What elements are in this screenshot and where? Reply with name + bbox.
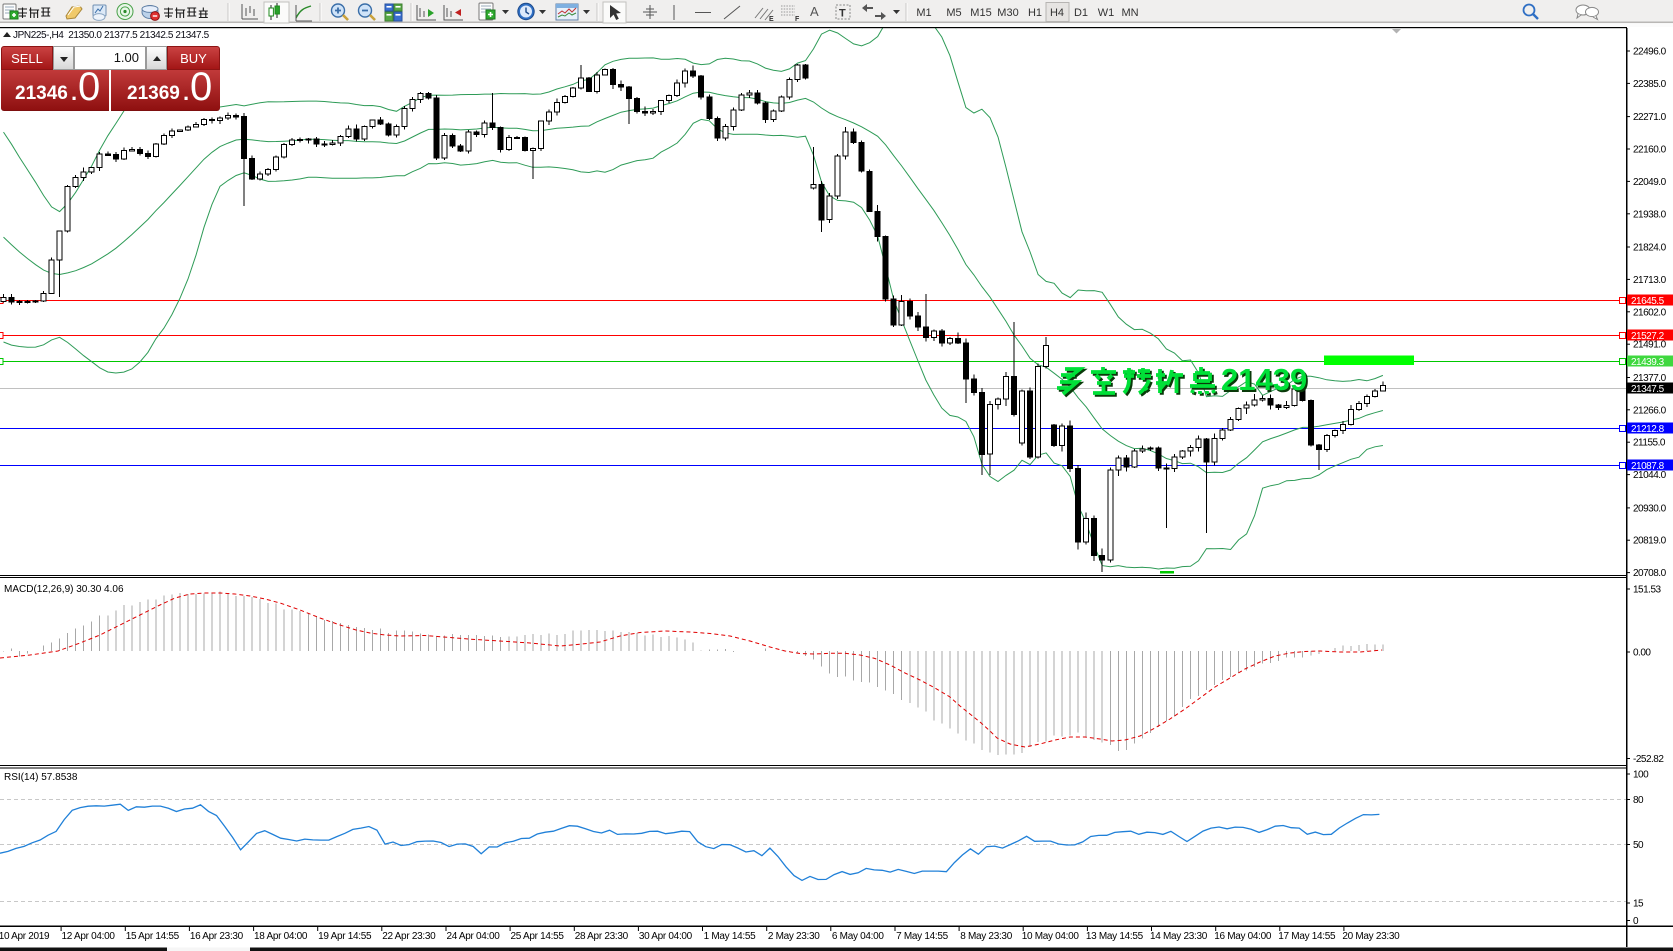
svg-text:21602.0: 21602.0 (1633, 307, 1667, 318)
svg-text:22160.0: 22160.0 (1633, 145, 1667, 156)
svg-text:20930.0: 20930.0 (1633, 503, 1667, 514)
svg-text:21645.5: 21645.5 (1631, 296, 1665, 307)
svg-text:M15: M15 (970, 7, 991, 19)
svg-text:21266.0: 21266.0 (1633, 405, 1667, 416)
svg-text:M30: M30 (997, 7, 1018, 19)
svg-text:T: T (839, 8, 846, 20)
svg-text:21439: 21439 (1221, 362, 1307, 397)
svg-text:M1: M1 (916, 7, 931, 19)
svg-text:24 Apr 04:00: 24 Apr 04:00 (446, 931, 500, 942)
svg-text:21439: 21439 (1223, 364, 1309, 399)
svg-text:21155.0: 21155.0 (1633, 438, 1666, 449)
svg-text:2 May 23:30: 2 May 23:30 (768, 931, 820, 942)
svg-text:-252.82: -252.82 (1633, 754, 1664, 765)
svg-text:28 Apr 23:30: 28 Apr 23:30 (575, 931, 629, 942)
svg-text:22271.0: 22271.0 (1633, 112, 1667, 123)
svg-text:21087.8: 21087.8 (1631, 461, 1665, 472)
svg-text:1 May 14:55: 1 May 14:55 (704, 931, 756, 942)
svg-text:MN: MN (1121, 7, 1138, 19)
svg-text:151.53: 151.53 (1633, 585, 1662, 596)
svg-text:E: E (769, 16, 774, 23)
svg-text:13 May 14:55: 13 May 14:55 (1086, 931, 1144, 942)
svg-text:MACD(12,26,9) 30.30 4.06: MACD(12,26,9) 30.30 4.06 (4, 584, 124, 595)
svg-text:21044.0: 21044.0 (1633, 470, 1667, 481)
svg-text:W1: W1 (1098, 7, 1115, 19)
svg-text:20708.0: 20708.0 (1633, 568, 1667, 579)
svg-text:20 May 23:30: 20 May 23:30 (1342, 931, 1400, 942)
svg-text:21377.0: 21377.0 (1633, 373, 1667, 384)
svg-text:7 May 14:55: 7 May 14:55 (896, 931, 948, 942)
svg-text:15: 15 (1633, 899, 1644, 910)
svg-text:10 May 04:00: 10 May 04:00 (1022, 931, 1080, 942)
svg-text:RSI(14) 57.8538: RSI(14) 57.8538 (4, 772, 78, 783)
svg-text:D1: D1 (1074, 7, 1088, 19)
svg-text:M5: M5 (946, 7, 961, 19)
svg-text:15 Apr 14:55: 15 Apr 14:55 (126, 931, 180, 942)
svg-text:20819.0: 20819.0 (1633, 536, 1667, 547)
svg-text:10 Apr 2019: 10 Apr 2019 (0, 931, 50, 942)
svg-text:21439.3: 21439.3 (1631, 357, 1665, 368)
svg-text:22 Apr 23:30: 22 Apr 23:30 (382, 931, 436, 942)
svg-text:12 Apr 04:00: 12 Apr 04:00 (62, 931, 116, 942)
svg-text:0: 0 (1633, 916, 1639, 927)
svg-text:22496.0: 22496.0 (1633, 47, 1667, 58)
svg-text:18 Apr 04:00: 18 Apr 04:00 (254, 931, 308, 942)
svg-text:F: F (795, 16, 800, 23)
svg-text:6 May 04:00: 6 May 04:00 (832, 931, 884, 942)
svg-text:16 May 04:00: 16 May 04:00 (1214, 931, 1272, 942)
svg-text:21212.8: 21212.8 (1631, 424, 1665, 435)
svg-text:17 May 14:55: 17 May 14:55 (1278, 931, 1336, 942)
svg-text:21938.0: 21938.0 (1633, 209, 1667, 220)
svg-text:21491.0: 21491.0 (1633, 340, 1667, 351)
svg-text:80: 80 (1633, 795, 1644, 806)
svg-text:A: A (810, 4, 819, 19)
svg-text:100: 100 (1633, 770, 1649, 781)
svg-text:H1: H1 (1028, 7, 1042, 19)
svg-text:21713.0: 21713.0 (1633, 275, 1667, 286)
svg-text:8 May 23:30: 8 May 23:30 (960, 931, 1012, 942)
svg-text:H4: H4 (1050, 7, 1064, 19)
svg-text:0.00: 0.00 (1633, 648, 1651, 659)
svg-text:50: 50 (1633, 840, 1644, 851)
svg-text:21824.0: 21824.0 (1633, 243, 1667, 254)
svg-text:22385.0: 22385.0 (1633, 79, 1667, 90)
svg-text:19 Apr 14:55: 19 Apr 14:55 (318, 931, 372, 942)
svg-text:25 Apr 14:55: 25 Apr 14:55 (511, 931, 565, 942)
svg-text:21347.5: 21347.5 (1631, 384, 1665, 395)
svg-text:16 Apr 23:30: 16 Apr 23:30 (190, 931, 244, 942)
svg-text:21527.2: 21527.2 (1631, 331, 1665, 342)
svg-text:22049.0: 22049.0 (1633, 177, 1667, 188)
svg-text:14 May 23:30: 14 May 23:30 (1150, 931, 1208, 942)
svg-text:30 Apr 04:00: 30 Apr 04:00 (639, 931, 693, 942)
